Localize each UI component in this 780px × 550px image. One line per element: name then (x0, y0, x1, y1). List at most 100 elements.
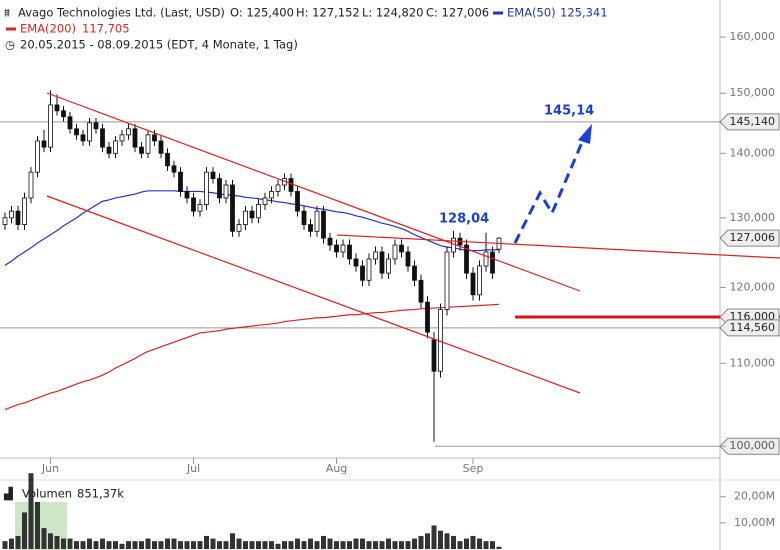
candle-body (360, 265, 365, 281)
volume-bar (191, 541, 196, 549)
volume-bar (119, 543, 125, 549)
level-label: 100,000 (730, 439, 776, 452)
candle-body (321, 210, 326, 239)
volume-bar (275, 543, 281, 549)
volume-icon: ▟ (3, 487, 13, 501)
y-tick-label: 160,000 (730, 30, 776, 43)
arrow-head (578, 124, 592, 144)
volume-bar (373, 541, 378, 549)
volume-bar (288, 541, 294, 549)
quote-open: O: 125,400 (230, 6, 294, 20)
candle-body (93, 122, 99, 130)
volume-bar (269, 541, 274, 549)
level-label: 127,006 (730, 231, 776, 244)
volume-bar (132, 541, 138, 549)
legend-label: EMA(200) (20, 22, 76, 36)
forecast-arrow (513, 124, 592, 244)
volume-bar (470, 535, 476, 549)
candle-body (379, 251, 385, 274)
candle-body (347, 244, 352, 260)
volume-bar (340, 541, 346, 549)
volume-bar (80, 541, 86, 549)
candle-body (132, 128, 138, 148)
volume-bar (379, 541, 385, 549)
icon: ⩩ (4, 6, 11, 20)
quote-low: L: 124,820 (362, 6, 424, 20)
x-tick-label: Jul (186, 462, 200, 475)
candle-body (139, 146, 144, 154)
volume-bar (314, 541, 320, 549)
candle-body (80, 134, 86, 142)
volume-value: 851,37k (77, 487, 124, 501)
candle-body (314, 210, 320, 232)
candle-body (54, 104, 60, 112)
candle-body (204, 171, 209, 205)
candle-body (425, 301, 430, 333)
candle-body (28, 171, 34, 199)
candle-body (340, 244, 346, 253)
volume-bar (464, 538, 469, 549)
channel-upper (46, 92, 581, 292)
x-tick-label: Jun (41, 462, 59, 475)
candle-body (87, 122, 92, 142)
quote-close: C: 127,006 (426, 6, 489, 20)
volume-bar (295, 538, 300, 549)
volume-tick-label: 20,00M (734, 490, 775, 503)
level-tag (719, 229, 780, 247)
candle-body (191, 197, 196, 212)
volume-bar (197, 541, 203, 549)
volume-bar (496, 546, 502, 549)
candle-body (2, 217, 8, 225)
volume-bar (412, 538, 417, 549)
trend-lines (46, 92, 780, 394)
candle-body (9, 210, 14, 219)
y-tick-label: 110,000 (730, 356, 776, 369)
candle-body (386, 258, 391, 274)
volume-bar (165, 538, 170, 549)
volume-bar (87, 538, 92, 549)
y-tick-label: 100,000 (730, 439, 776, 452)
candle-body (262, 197, 268, 205)
volume-bar (256, 541, 261, 549)
volume-bar (210, 538, 216, 549)
candle-body (171, 165, 177, 173)
volume-bar (418, 535, 424, 549)
volume-bar (282, 541, 287, 549)
plot: 100,000 110,000 120,000 130,000 140,000 150,0… (2, 30, 776, 475)
candle-body (392, 244, 398, 260)
level-tag (719, 437, 780, 455)
candle-body (490, 251, 495, 274)
volume-bar (126, 541, 131, 549)
volume-bar (41, 528, 47, 549)
candle-body (243, 210, 248, 225)
candle-body (197, 204, 203, 212)
ema-line (4, 303, 500, 411)
volume-bar (61, 538, 66, 549)
volume-bar (9, 538, 14, 549)
forecast-path (513, 139, 585, 244)
volume-bar (22, 512, 27, 549)
annotation: 128,04 (439, 212, 489, 227)
volume-bar (490, 541, 495, 549)
candle-body (405, 251, 411, 267)
volume-bar (158, 541, 164, 549)
level-label: 114,560 (730, 321, 776, 334)
candle-body (373, 251, 378, 260)
candle-body (295, 191, 300, 212)
x-tick-label: Sep (463, 462, 484, 475)
volume-bar (334, 541, 339, 549)
level-label: 145,140 (730, 115, 776, 128)
candle-body (145, 134, 151, 154)
volume-bar (477, 538, 482, 549)
candle-body (74, 128, 79, 136)
volume-bar (399, 541, 404, 549)
volume-bar (243, 541, 248, 549)
volume-bar (178, 541, 183, 549)
candle-body (483, 251, 489, 267)
volume-title: Volumen (22, 487, 72, 501)
header: ⩩ Avago Technologies Ltd. (Last, USD) O:… (4, 6, 608, 52)
volume-bar (48, 533, 53, 549)
candle-body (464, 244, 469, 274)
volume-bar (223, 541, 229, 549)
